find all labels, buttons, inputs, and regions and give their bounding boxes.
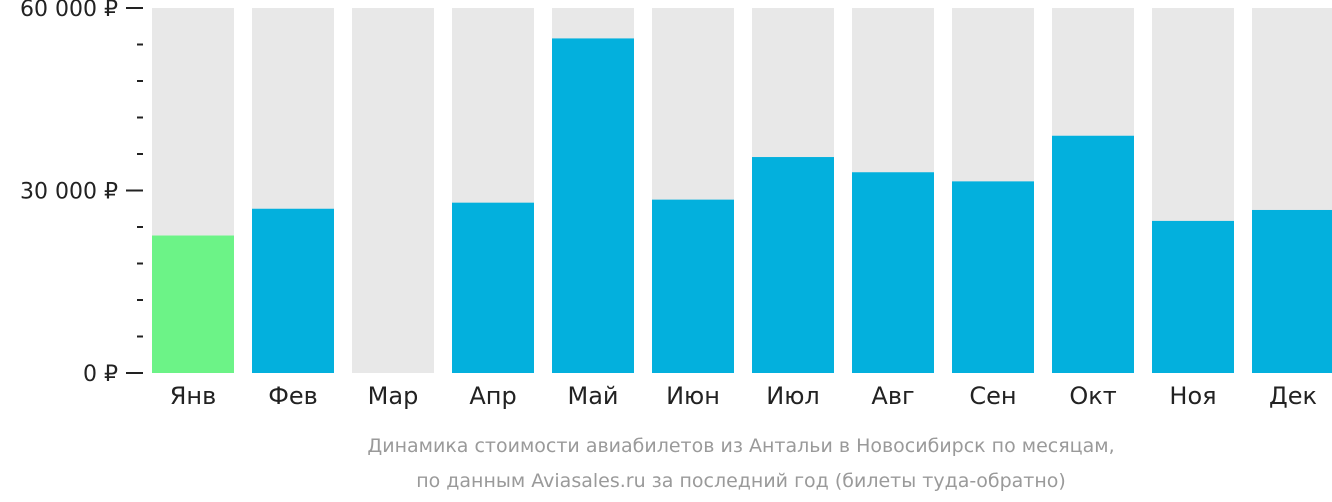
caption-line-2: по данным Aviasales.ru за последний год … <box>416 470 1066 492</box>
bar-2[interactable] <box>252 208 334 373</box>
x-tick-label: Мар <box>368 382 419 410</box>
x-tick-label: Май <box>567 382 618 410</box>
bar-10[interactable] <box>1052 135 1134 373</box>
bar-1[interactable] <box>152 235 234 373</box>
x-axis-labels: Янв Фев Мар Апр Май Июн Июл Авг Сен Окт Ноя Дек <box>170 382 1317 410</box>
bar-9[interactable] <box>952 181 1034 373</box>
x-tick-label: Авг <box>871 382 914 410</box>
x-tick-label: Дек <box>1269 382 1317 410</box>
caption-line-1: Динамика стоимости авиабилетов из Анталь… <box>367 435 1114 457</box>
x-tick-label: Апр <box>469 382 516 410</box>
bar-6[interactable] <box>652 199 734 373</box>
x-tick-label: Янв <box>170 382 217 410</box>
bar-background <box>352 8 434 373</box>
x-tick-label: Сен <box>969 382 1016 410</box>
bar-4[interactable] <box>452 202 534 373</box>
bar-11[interactable] <box>1152 220 1234 373</box>
x-tick-label: Июн <box>666 382 720 410</box>
x-tick-label: Фев <box>268 382 318 410</box>
y-tick-label: 30 000 ₽ <box>20 180 118 205</box>
y-axis: 0 ₽ 30 000 ₽ 60 000 ₽ <box>20 0 143 387</box>
x-tick-label: Июл <box>766 382 820 410</box>
y-tick-label: 0 ₽ <box>83 362 118 387</box>
chart-caption: Динамика стоимости авиабилетов из Анталь… <box>367 435 1114 492</box>
bars <box>152 8 1332 374</box>
x-tick-label: Окт <box>1069 382 1116 410</box>
bar-8[interactable] <box>852 172 934 373</box>
x-tick-label: Ноя <box>1169 382 1216 410</box>
bar-5[interactable] <box>552 38 634 374</box>
y-tick-label: 60 000 ₽ <box>20 0 118 22</box>
bar-7[interactable] <box>752 157 834 373</box>
bar-12[interactable] <box>1252 209 1332 373</box>
